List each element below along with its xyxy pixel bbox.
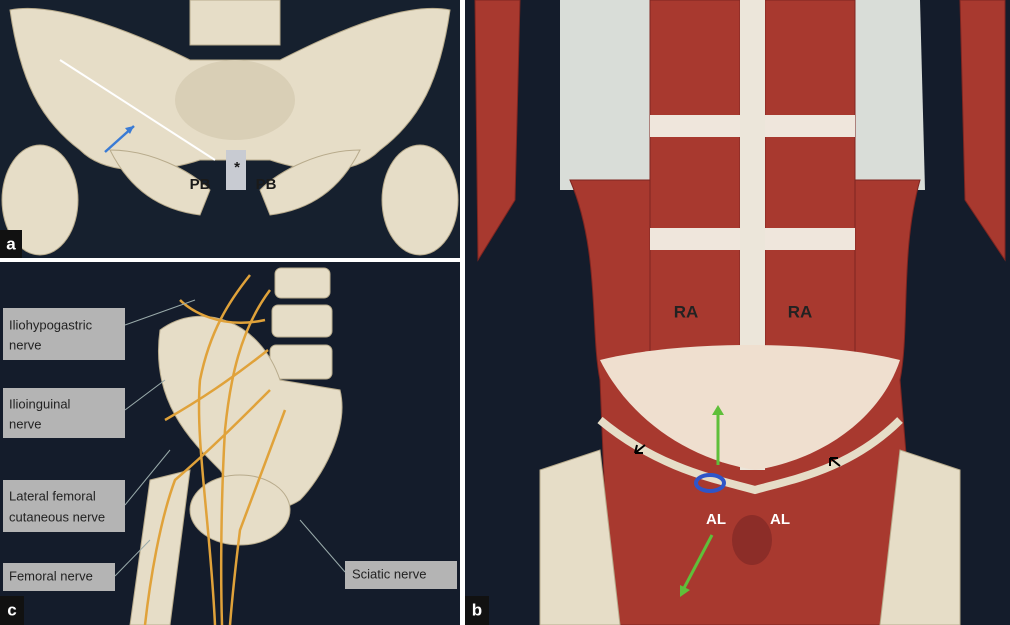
black-arrow xyxy=(634,444,646,454)
letter-box xyxy=(465,596,489,625)
callout-text: Sciatic nerve xyxy=(352,566,426,581)
femur xyxy=(129,469,191,625)
label: * xyxy=(234,159,240,176)
callout-box xyxy=(3,308,125,360)
panel-letter: c xyxy=(7,600,16,619)
aponeurosis xyxy=(600,345,900,470)
arrow-head xyxy=(125,126,134,134)
letter-box xyxy=(0,230,22,258)
symphysis xyxy=(226,150,246,190)
callout-text: nerve xyxy=(9,337,42,352)
pubic-bone xyxy=(109,149,211,216)
callout-text: cutaneous nerve xyxy=(9,509,105,524)
hip xyxy=(189,474,291,546)
leader-line xyxy=(114,539,151,577)
pubic-bone xyxy=(259,149,361,216)
black-arrow xyxy=(829,457,841,467)
callout-text: Femoral nerve xyxy=(9,568,93,583)
callout-box xyxy=(3,563,115,591)
arrow-head xyxy=(680,585,690,597)
label: RA xyxy=(788,302,813,321)
panel-a: PB PB * a xyxy=(0,0,460,258)
arm-muscle xyxy=(959,0,1006,262)
callout-text: Iliohypogastric xyxy=(9,317,93,332)
letter-box xyxy=(0,596,24,625)
callout-text: Lateral femoral xyxy=(9,488,96,503)
leader-line xyxy=(299,519,346,573)
nerves xyxy=(143,274,287,625)
hip-bone xyxy=(539,449,621,625)
label: AL xyxy=(706,511,726,528)
arm-muscle xyxy=(474,0,521,262)
panel-letter: b xyxy=(472,600,482,619)
panel-c: Iliohypogastric nerve Ilioinguinal nerve… xyxy=(0,262,460,625)
callout-box xyxy=(345,561,457,589)
panel-letter: a xyxy=(6,234,16,253)
vertebra xyxy=(189,0,281,46)
arrow-head xyxy=(712,405,724,415)
sacrum xyxy=(175,60,295,140)
tendinous-intersections xyxy=(650,115,855,250)
callout-text: Ilioinguinal xyxy=(9,396,71,411)
callout-box xyxy=(3,388,125,438)
hip-bone xyxy=(879,449,961,625)
label: PB xyxy=(190,176,211,193)
leader-line xyxy=(124,299,196,326)
panel-b: RA RA AL AL b xyxy=(465,0,1010,625)
ligament xyxy=(59,59,216,161)
inguinal-ligament xyxy=(597,416,903,495)
femur xyxy=(1,144,79,256)
ring-marker xyxy=(694,473,726,493)
femur xyxy=(381,144,459,256)
label: PB xyxy=(256,176,277,193)
genitalia xyxy=(732,515,772,565)
callout-text: nerve xyxy=(9,416,42,431)
callout-box xyxy=(3,480,125,532)
rectus-abdominis xyxy=(649,0,741,366)
leader-line xyxy=(124,379,166,411)
leader-line xyxy=(124,449,171,506)
spine xyxy=(269,267,333,380)
label: RA xyxy=(674,302,699,321)
arrow xyxy=(681,534,714,591)
label: AL xyxy=(770,511,790,528)
